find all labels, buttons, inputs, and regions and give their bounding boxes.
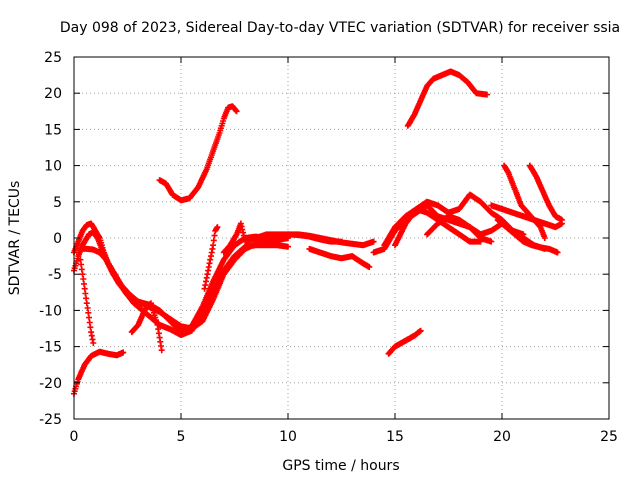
y-tick-label: -25 xyxy=(39,412,62,428)
axis-ticks xyxy=(73,56,610,420)
y-tick-label: 15 xyxy=(44,122,62,138)
x-tick-label: 25 xyxy=(600,429,618,445)
y-tick-label: -10 xyxy=(39,303,62,319)
series-track-15 xyxy=(404,68,490,129)
y-axis-label: SDTVAR / TECUs xyxy=(7,181,23,296)
y-axis-tick-labels: 25 20 15 10 5 0 -5 -10 -15 -20 -25 xyxy=(39,50,62,428)
series-markers xyxy=(71,348,127,397)
data-series xyxy=(71,68,565,397)
series-markers xyxy=(156,103,240,204)
y-tick-label: 25 xyxy=(44,50,62,66)
series-track-7 xyxy=(156,103,240,204)
series-markers xyxy=(128,300,165,354)
y-tick-label: 20 xyxy=(44,86,62,102)
series-markers xyxy=(526,162,565,223)
series-track-20 xyxy=(526,162,565,223)
series-track-8 xyxy=(201,224,221,292)
chart-title: Day 098 of 2023, Sidereal Day-to-day VTE… xyxy=(60,20,620,36)
series-markers xyxy=(77,256,97,346)
y-tick-label: 10 xyxy=(44,159,62,175)
y-tick-label: -5 xyxy=(48,267,62,283)
x-tick-label: 15 xyxy=(386,429,404,445)
series-track-5 xyxy=(77,256,97,346)
x-tick-label: 5 xyxy=(177,429,186,445)
grid-lines xyxy=(74,57,609,419)
series-markers xyxy=(201,224,221,292)
x-tick-label: 10 xyxy=(279,429,297,445)
series-track-10 xyxy=(306,245,373,270)
series-track-4 xyxy=(77,242,291,338)
series-markers xyxy=(501,162,548,241)
series-track-19 xyxy=(501,162,548,241)
series-track-9 xyxy=(220,220,377,256)
series-markers xyxy=(77,242,291,338)
series-track-1 xyxy=(71,348,127,397)
series-markers xyxy=(385,327,424,357)
y-tick-label: 0 xyxy=(53,231,62,247)
y-tick-label: 5 xyxy=(53,195,62,211)
series-markers xyxy=(306,245,373,270)
y-tick-label: -20 xyxy=(39,376,62,392)
y-tick-label: -15 xyxy=(39,340,62,356)
series-markers xyxy=(220,220,377,256)
x-tick-label: 20 xyxy=(493,429,511,445)
series-markers xyxy=(404,68,490,129)
x-axis-tick-labels: 0 5 10 15 20 25 xyxy=(70,429,618,445)
x-tick-label: 0 xyxy=(70,429,79,445)
series-track-6 xyxy=(128,300,165,354)
series-track-18 xyxy=(494,216,561,256)
series-markers xyxy=(494,216,561,256)
x-axis-label: GPS time / hours xyxy=(282,458,399,474)
series-track-16 xyxy=(385,327,424,357)
